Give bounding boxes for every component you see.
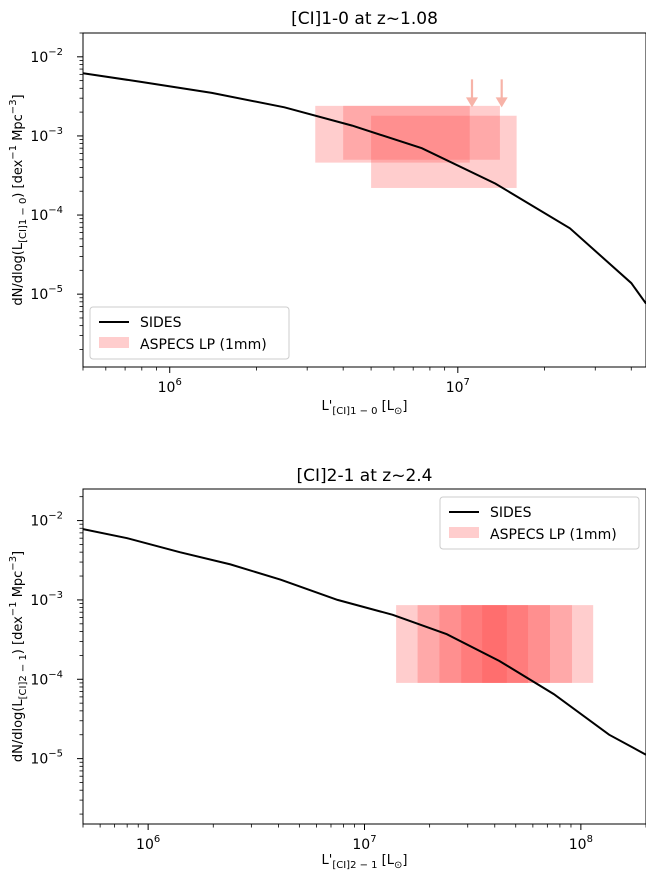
sides-line [83,528,646,756]
legend-sides-label: SIDES [140,315,182,331]
x-axis-label: L'[CI]1 − 0 [L⊙] [322,399,408,417]
axes-frame [82,32,646,368]
aspecs-box [396,605,594,683]
plot-area [83,528,646,756]
y-axis: 10−5 10−4 10−3 10−2 [30,32,83,350]
sides-line [83,72,646,305]
legend-aspecs-label: ASPECS LP (1mm) [140,337,267,353]
chart-panel-1: 106 107 10−5 10−4 10−3 10−2 [CI]1-0 at z~1.08 L… [8,9,646,417]
aspecs-box [315,105,470,163]
y-tick-label: 10−4 [30,205,63,224]
legend: SIDES ASPECS LP (1mm) [439,496,640,550]
upper-limit-arrow [495,79,508,108]
y-tick-label: 10−2 [30,47,63,66]
plot-area [83,72,646,305]
x-tick-label: 107 [352,834,376,853]
x-axis: 106 107 [82,367,632,396]
aspecs-box [343,105,500,160]
legend-box [439,496,640,550]
aspecs-box [482,605,507,683]
x-tick-label: 107 [446,377,470,396]
legend-aspecs-swatch [449,527,479,538]
y-tick-label: 10−3 [30,126,63,145]
x-axis-label: L'[CI]2 − 1 [L⊙] [322,853,408,871]
y-tick-label: 10−5 [30,749,63,768]
x-tick-label: 108 [569,834,593,853]
x-axis: 106 107 108 [82,824,646,853]
chart-title: [CI]1-0 at z~1.08 [291,9,438,29]
y-tick-label: 10−5 [30,284,63,303]
x-tick-label: 106 [136,834,160,853]
legend-box [89,306,290,360]
aspecs-box [439,605,550,683]
x-tick-label: 106 [158,377,182,396]
aspecs-box [371,115,517,188]
legend-aspecs-label: ASPECS LP (1mm) [490,527,617,543]
y-axis-label: dN/dlog(L[CI]2 − 1) [dex−1 Mpc−3] [8,551,29,762]
y-tick-label: 10−2 [30,511,63,530]
y-axis-label: dN/dlog(L[CI]1 − 0) [dex−1 Mpc−3] [8,94,29,305]
y-axis: 10−5 10−4 10−3 10−2 [30,496,83,815]
aspecs-box [417,605,573,683]
legend-sides-label: SIDES [490,505,532,521]
arrow-head [465,97,478,108]
chart-panel-2: 106 107 108 10−5 10−4 10−3 10−2 [CI]2-1 at z~2.… [8,466,646,871]
legend: SIDES ASPECS LP (1mm) [89,306,290,360]
chart-title: [CI]2-1 at z~2.4 [296,466,432,486]
legend-aspecs-swatch [99,337,129,348]
upper-limit-arrow [465,79,478,108]
aspecs-box [461,605,529,683]
arrow-head [495,97,508,108]
y-tick-label: 10−3 [30,590,63,609]
y-tick-label: 10−4 [30,669,63,688]
